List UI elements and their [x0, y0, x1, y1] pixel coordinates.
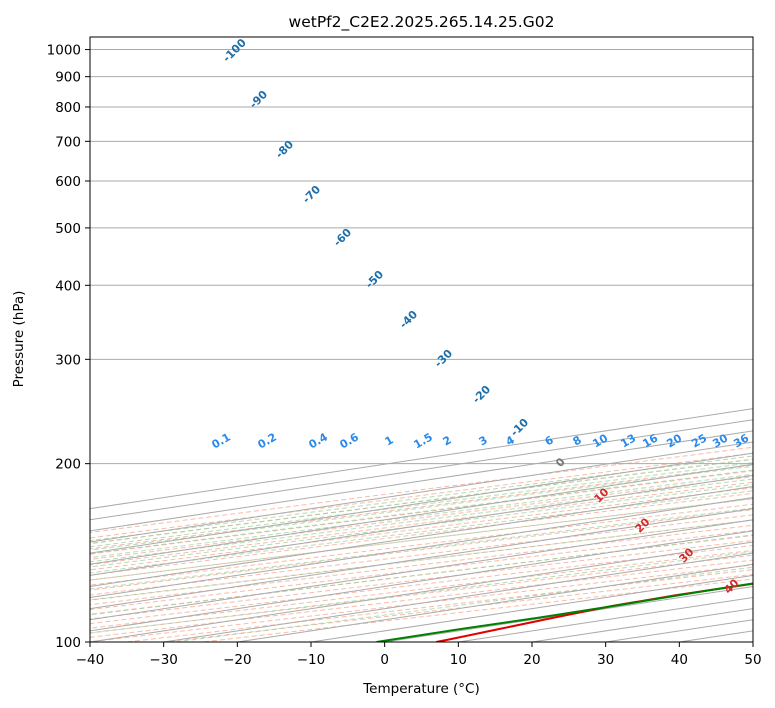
- isotherm: [90, 452, 753, 554]
- isotherm: [90, 541, 753, 642]
- x-tick-label: 30: [597, 652, 614, 668]
- isotherm: [384, 585, 753, 642]
- curve-label: -90: [247, 88, 270, 111]
- isotherm: [531, 608, 753, 642]
- curve-label: 25: [689, 432, 709, 451]
- y-tick-label: 300: [55, 352, 81, 368]
- curve-label: -40: [397, 308, 420, 331]
- curve-label: 0.4: [307, 430, 331, 451]
- curve-label: -100: [220, 36, 249, 65]
- isotherm: [90, 530, 753, 632]
- x-tick-label: −20: [223, 652, 252, 668]
- curve-label: 0: [553, 455, 568, 470]
- curve-label: -20: [470, 383, 493, 406]
- x-tick-label: −30: [149, 652, 178, 668]
- curve-label: 3: [477, 433, 490, 448]
- isotherm: [90, 441, 753, 543]
- isotherm: [90, 474, 753, 576]
- x-tick-label: −10: [297, 652, 326, 668]
- curve-label: -30: [432, 347, 455, 370]
- curve-label: 0.6: [338, 430, 362, 451]
- x-axis-label: Temperature (°C): [362, 681, 480, 697]
- isotherm: [90, 508, 753, 610]
- dry-adiabat: [90, 564, 753, 642]
- x-tick-label: 50: [744, 652, 761, 668]
- y-tick-label: 700: [55, 134, 81, 150]
- isotherm: [90, 497, 753, 599]
- isotherm: [90, 485, 753, 587]
- y-tick-label: 100: [55, 635, 81, 651]
- x-tick-label: 10: [450, 652, 467, 668]
- curve-label: 2: [441, 433, 454, 448]
- y-tick-label: 900: [55, 70, 81, 86]
- curve-label: 6: [543, 433, 556, 448]
- curve-label: 0.1: [210, 430, 233, 451]
- chart-title: wetPf2_C2E2.2025.265.14.25.G02: [289, 13, 555, 32]
- curve-label: 1: [383, 433, 396, 448]
- y-tick-label: 1000: [47, 43, 81, 59]
- curve-label: 1.5: [412, 430, 435, 451]
- x-tick-label: −40: [76, 652, 105, 668]
- x-tick-label: 20: [523, 652, 540, 668]
- curve-label: 20: [664, 431, 684, 450]
- background-lines: [90, 446, 753, 642]
- x-tick-label: 40: [671, 652, 688, 668]
- isotherm: [752, 641, 753, 642]
- y-tick-label: 200: [55, 457, 81, 473]
- plot-frame: [89, 36, 754, 643]
- curve-label: 8: [571, 433, 584, 448]
- y-tick-label: 800: [55, 100, 81, 116]
- isotherm: [90, 463, 753, 565]
- x-tick-label: 0: [380, 652, 389, 668]
- y-axis: 100 200 300 400 500 600 700 800 900 1000: [47, 43, 90, 651]
- y-tick-label: 600: [55, 174, 81, 190]
- temperature-line: [436, 582, 753, 642]
- y-tick-label: 400: [55, 278, 81, 294]
- curve-label: -50: [363, 268, 386, 291]
- curve-label: 13: [618, 432, 638, 451]
- grid-lines: [90, 49, 753, 642]
- curve-label: -60: [331, 226, 354, 249]
- curve-label: 0.2: [256, 430, 279, 451]
- y-tick-label: 500: [55, 221, 81, 237]
- curve-label: -70: [300, 183, 323, 206]
- curve-label: 10: [590, 431, 610, 450]
- x-axis: −40 −30 −20 −10 0 10 20 30 40 50: [76, 642, 762, 668]
- isotherm: [90, 519, 753, 621]
- y-axis-label: Pressure (hPa): [11, 291, 27, 388]
